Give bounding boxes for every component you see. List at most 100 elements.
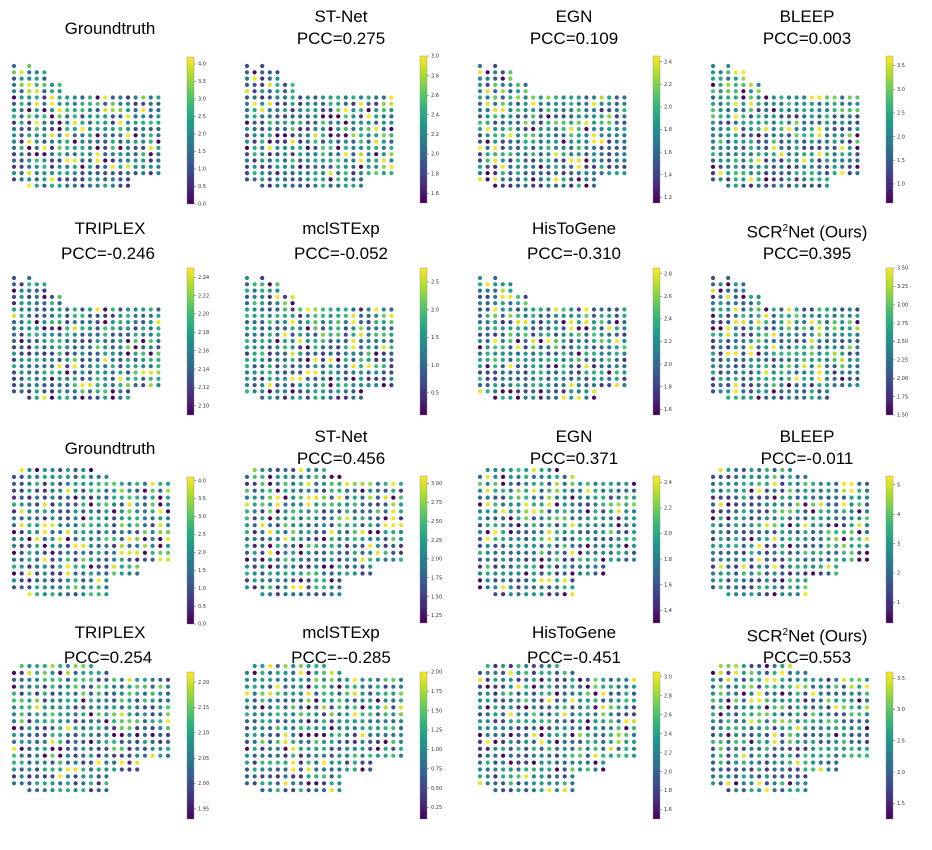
spot-point: [539, 509, 544, 514]
spot-point: [734, 523, 739, 528]
spot-point: [27, 183, 32, 188]
spot-point: [726, 108, 731, 113]
spot-point: [834, 516, 839, 521]
spot-point: [244, 171, 250, 176]
spot-point: [244, 158, 250, 163]
spot-point: [88, 705, 94, 710]
spot-point: [501, 670, 506, 675]
spot-point: [337, 705, 342, 710]
spot-point: [49, 307, 55, 312]
spot-point: [748, 108, 754, 113]
spot-point: [795, 481, 800, 486]
spot-point: [34, 126, 39, 132]
spot-point: [591, 145, 597, 150]
spot-point: [554, 495, 560, 500]
spot-point: [546, 307, 551, 312]
spot-point: [345, 760, 350, 765]
spot-point: [11, 543, 17, 548]
spot-point: [516, 516, 521, 521]
spot-point: [516, 774, 521, 779]
spot-point: [290, 177, 295, 182]
spot-point: [523, 370, 528, 375]
spot-point: [156, 332, 161, 337]
spot-point: [19, 536, 24, 542]
spot-point: [718, 585, 723, 590]
spot-point: [329, 670, 334, 675]
spot-point: [73, 677, 78, 682]
spot-point: [35, 726, 40, 731]
spot-point: [368, 502, 373, 507]
spot-point: [561, 351, 566, 356]
spot-point: [772, 578, 777, 583]
spot-point: [298, 481, 303, 486]
spot-point: [35, 557, 40, 562]
spot-point: [591, 395, 597, 400]
spot-point: [65, 120, 70, 125]
spot-point: [847, 101, 852, 106]
spot-point: [141, 320, 146, 325]
spot-point: [726, 282, 731, 287]
spot-point: [561, 320, 566, 325]
colorbar-tick-label: 4: [897, 512, 900, 518]
spot-point: [81, 781, 86, 786]
spot-point: [96, 719, 101, 724]
spot-point: [282, 133, 288, 138]
spot-point: [818, 543, 823, 548]
spot-point: [515, 307, 521, 312]
spot-point: [855, 164, 860, 169]
spot-point: [260, 488, 265, 493]
spot-point: [252, 691, 257, 696]
spot-point: [772, 592, 777, 597]
spot-point: [343, 152, 348, 157]
spot-point: [118, 326, 123, 331]
spot-point: [538, 345, 543, 350]
spot-point: [27, 536, 32, 542]
spot-point: [148, 171, 153, 176]
colorbar-tick-label: 1.25: [431, 613, 442, 619]
spot-point: [275, 152, 280, 157]
spot-point: [531, 523, 536, 528]
spot-point: [306, 691, 311, 696]
spot-point: [96, 684, 101, 689]
spot-point: [780, 543, 785, 548]
spot-point: [389, 357, 394, 362]
spot-point: [73, 746, 78, 751]
spot-point: [368, 536, 373, 542]
spot-point: [368, 516, 373, 521]
spot-point: [477, 120, 483, 125]
spot-point: [34, 114, 39, 119]
spot-point: [374, 164, 379, 169]
spot-point: [811, 523, 816, 528]
spot-point: [857, 536, 862, 542]
spot-point: [508, 126, 513, 132]
spot-point: [817, 183, 822, 188]
spot-point: [840, 95, 845, 100]
spot-point: [267, 108, 272, 113]
colorbar-tick-label: 1.0: [198, 586, 206, 592]
spot-point: [80, 152, 85, 157]
spot-point: [840, 345, 845, 350]
spot-point: [142, 753, 147, 758]
spot-point: [741, 557, 746, 562]
spot-point: [260, 395, 265, 400]
spot-point: [282, 338, 288, 344]
spot-point: [569, 139, 574, 144]
spot-point: [607, 320, 612, 325]
spot-point: [260, 76, 265, 81]
spot-point: [802, 95, 807, 100]
spot-point: [133, 376, 138, 381]
spot-point: [809, 183, 814, 188]
spot-point: [268, 557, 273, 562]
spot-point: [35, 691, 40, 696]
spot-point: [381, 108, 386, 113]
spot-point: [584, 101, 589, 106]
spot-point: [103, 164, 108, 169]
spot-point: [374, 108, 379, 113]
spot-point: [771, 108, 776, 113]
spot-point: [485, 726, 490, 731]
spot-point: [135, 543, 140, 548]
spot-point: [599, 364, 604, 369]
spot-point: [561, 152, 566, 157]
spot-point: [329, 719, 334, 724]
spot-point: [81, 746, 86, 751]
